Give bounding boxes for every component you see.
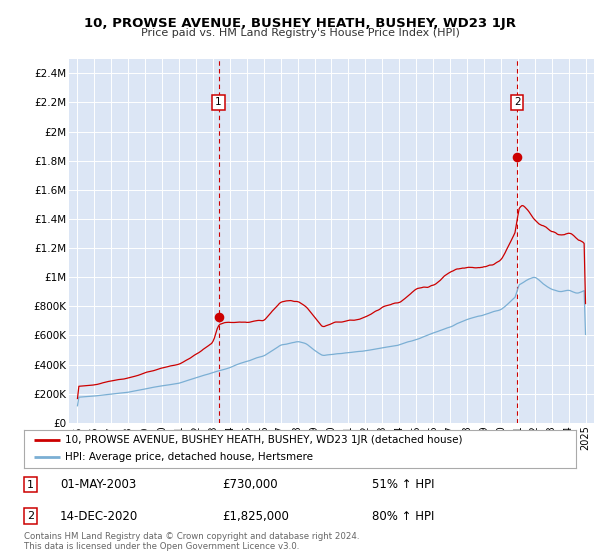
Text: 1: 1 <box>215 97 222 108</box>
Text: Price paid vs. HM Land Registry's House Price Index (HPI): Price paid vs. HM Land Registry's House … <box>140 28 460 38</box>
Text: 14-DEC-2020: 14-DEC-2020 <box>60 510 138 523</box>
Text: 10, PROWSE AVENUE, BUSHEY HEATH, BUSHEY, WD23 1JR: 10, PROWSE AVENUE, BUSHEY HEATH, BUSHEY,… <box>84 17 516 30</box>
Text: 2: 2 <box>27 511 34 521</box>
Text: 1: 1 <box>27 479 34 489</box>
Point <box>214 312 223 321</box>
Text: 80% ↑ HPI: 80% ↑ HPI <box>372 510 434 523</box>
Text: £730,000: £730,000 <box>223 478 278 491</box>
Text: 10, PROWSE AVENUE, BUSHEY HEATH, BUSHEY, WD23 1JR (detached house): 10, PROWSE AVENUE, BUSHEY HEATH, BUSHEY,… <box>65 435 463 445</box>
Text: £1,825,000: £1,825,000 <box>223 510 290 523</box>
Text: 01-MAY-2003: 01-MAY-2003 <box>60 478 136 491</box>
Text: 51% ↑ HPI: 51% ↑ HPI <box>372 478 434 491</box>
Text: Contains HM Land Registry data © Crown copyright and database right 2024.
This d: Contains HM Land Registry data © Crown c… <box>24 532 359 552</box>
Text: 2: 2 <box>514 97 520 108</box>
Text: HPI: Average price, detached house, Hertsmere: HPI: Average price, detached house, Hert… <box>65 452 313 463</box>
Point <box>512 153 522 162</box>
